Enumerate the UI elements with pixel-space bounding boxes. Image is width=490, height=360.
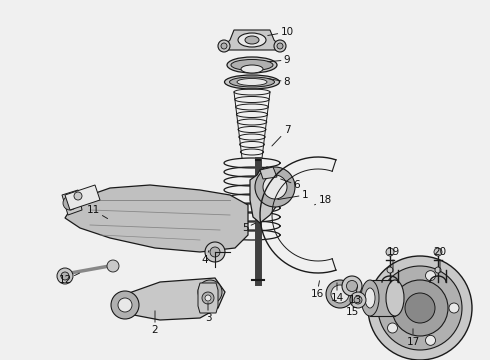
- Text: 19: 19: [387, 247, 400, 272]
- Polygon shape: [250, 167, 287, 223]
- Circle shape: [387, 267, 393, 273]
- Circle shape: [255, 167, 295, 207]
- Circle shape: [74, 192, 82, 200]
- Text: 20: 20: [434, 247, 446, 272]
- Text: 6: 6: [281, 179, 300, 190]
- Text: 7: 7: [272, 125, 290, 146]
- Polygon shape: [370, 280, 395, 316]
- Text: 16: 16: [310, 281, 323, 299]
- Polygon shape: [260, 167, 277, 179]
- Circle shape: [405, 293, 435, 323]
- Circle shape: [392, 280, 448, 336]
- Circle shape: [111, 291, 139, 319]
- Polygon shape: [224, 30, 280, 50]
- Text: 13: 13: [348, 286, 362, 305]
- Circle shape: [205, 242, 225, 262]
- Ellipse shape: [350, 292, 366, 308]
- Ellipse shape: [245, 36, 259, 44]
- Text: 12: 12: [58, 273, 79, 285]
- Circle shape: [202, 292, 214, 304]
- Ellipse shape: [326, 280, 354, 308]
- Ellipse shape: [361, 280, 379, 316]
- Circle shape: [388, 323, 397, 333]
- Polygon shape: [198, 283, 218, 313]
- Circle shape: [218, 40, 230, 52]
- Circle shape: [449, 303, 459, 313]
- Circle shape: [221, 43, 227, 49]
- Text: 8: 8: [268, 77, 290, 87]
- Text: 18: 18: [315, 195, 332, 205]
- Circle shape: [274, 40, 286, 52]
- Text: 15: 15: [345, 297, 359, 317]
- Circle shape: [388, 283, 397, 293]
- Text: 9: 9: [268, 55, 290, 65]
- Ellipse shape: [331, 285, 349, 303]
- Ellipse shape: [241, 65, 263, 73]
- Ellipse shape: [342, 276, 362, 296]
- Text: 11: 11: [86, 205, 108, 219]
- Circle shape: [277, 43, 283, 49]
- Circle shape: [57, 268, 73, 284]
- Ellipse shape: [354, 296, 362, 304]
- Polygon shape: [62, 190, 82, 215]
- Ellipse shape: [346, 280, 358, 292]
- Circle shape: [61, 272, 69, 280]
- Polygon shape: [65, 185, 248, 252]
- Circle shape: [118, 298, 132, 312]
- Text: 4: 4: [202, 251, 209, 265]
- Circle shape: [198, 280, 222, 304]
- Ellipse shape: [224, 75, 279, 89]
- Ellipse shape: [229, 77, 274, 87]
- Polygon shape: [115, 278, 225, 320]
- Circle shape: [205, 295, 211, 301]
- Text: 5: 5: [242, 223, 255, 233]
- Ellipse shape: [386, 280, 404, 316]
- Circle shape: [204, 286, 216, 298]
- Circle shape: [210, 247, 220, 257]
- Circle shape: [425, 271, 436, 281]
- Circle shape: [378, 266, 462, 350]
- Text: 17: 17: [406, 329, 419, 347]
- Text: 3: 3: [205, 303, 211, 323]
- Circle shape: [386, 248, 394, 256]
- Polygon shape: [65, 185, 100, 210]
- Text: 10: 10: [268, 27, 294, 37]
- Circle shape: [107, 260, 119, 272]
- Text: 2: 2: [152, 311, 158, 335]
- Ellipse shape: [227, 57, 277, 73]
- Circle shape: [368, 256, 472, 360]
- Text: 1: 1: [278, 190, 308, 200]
- Circle shape: [434, 248, 442, 256]
- Ellipse shape: [237, 78, 267, 85]
- Text: 14: 14: [330, 283, 343, 303]
- Ellipse shape: [238, 33, 266, 47]
- Circle shape: [435, 267, 441, 273]
- Circle shape: [63, 196, 77, 210]
- Ellipse shape: [231, 59, 273, 71]
- Circle shape: [263, 175, 287, 199]
- Ellipse shape: [365, 288, 375, 308]
- Circle shape: [425, 335, 436, 345]
